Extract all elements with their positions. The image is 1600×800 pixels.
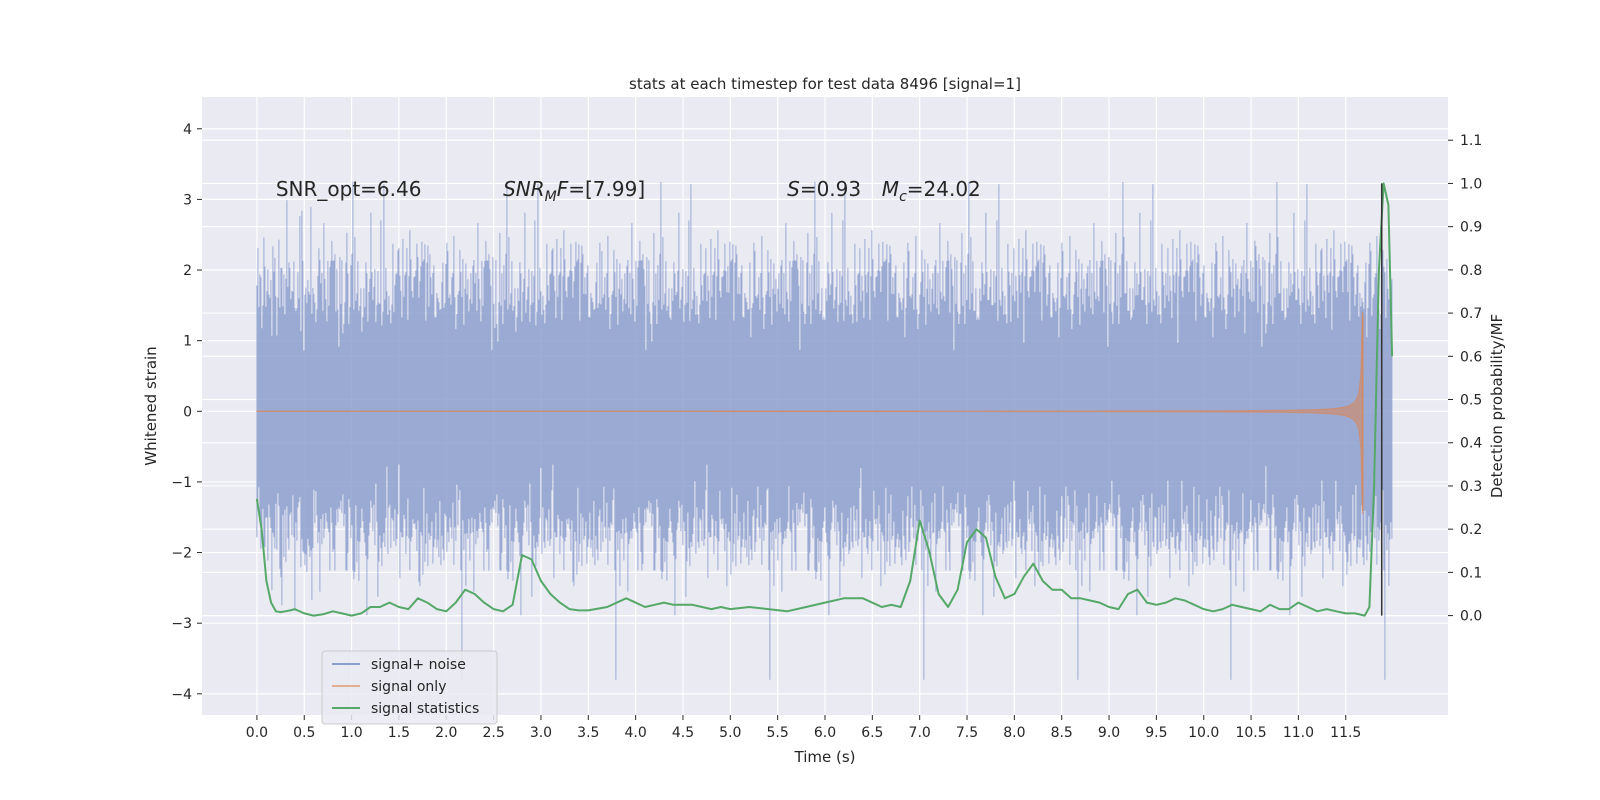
x-tick-label: 10.0 <box>1188 725 1219 741</box>
y-right-tick-label: 0.6 <box>1460 349 1482 365</box>
y-left-axis-ticks: 4 3 2 1 0 −1 −2 −3 −4 <box>171 122 202 703</box>
x-tick-label: 9.5 <box>1145 725 1167 741</box>
y-right-tick-label: 0.7 <box>1460 306 1482 322</box>
legend-label-signal-only: signal only <box>371 679 446 695</box>
x-tick-label: 11.0 <box>1283 725 1314 741</box>
x-tick-label: 4.0 <box>625 725 647 741</box>
x-tick-label: 6.5 <box>861 725 883 741</box>
y-right-tick-label: 0.3 <box>1460 479 1482 495</box>
y-left-tick-label: −3 <box>171 616 192 632</box>
y-left-tick-label: −1 <box>171 475 192 491</box>
y-right-tick-label: 0.9 <box>1460 220 1482 236</box>
x-tick-label: 3.0 <box>530 725 552 741</box>
x-tick-label: 4.5 <box>672 725 694 741</box>
signal-statistics-series <box>255 182 1394 617</box>
y-right-tick-label: 1.1 <box>1460 133 1482 149</box>
y-right-tick-label: 0.1 <box>1460 565 1482 581</box>
x-tick-label: 5.5 <box>767 725 789 741</box>
x-tick-label: 1.0 <box>340 725 362 741</box>
legend-label-signal-statistics: signal statistics <box>371 701 479 717</box>
annotation-snr-opt: SNR_opt=6.46 <box>276 177 422 201</box>
x-tick-label: 2.5 <box>482 725 504 741</box>
x-axis-label: Time (s) <box>794 748 856 766</box>
x-tick-label: 2.0 <box>435 725 457 741</box>
y-left-tick-label: 4 <box>183 122 192 138</box>
y-right-axis-ticks: 1.1 1.0 0.9 0.8 0.7 0.6 0.5 0.4 0.3 0.2 0.1 0.0 <box>1448 133 1482 625</box>
legend-box <box>321 650 498 725</box>
x-tick-label: 1.5 <box>388 725 410 741</box>
annotations: SNR_opt=6.46 SNRMF=[7.99] S=0.93 Mc=24.02 <box>276 177 981 205</box>
x-tick-label: 8.0 <box>1003 725 1025 741</box>
y-right-axis-label: Detection probability/MF <box>1488 314 1506 498</box>
y-right-tick-label: 0.5 <box>1460 393 1482 409</box>
x-tick-label: 6.0 <box>814 725 836 741</box>
y-left-tick-label: 3 <box>183 192 192 208</box>
x-tick-label: 5.0 <box>719 725 741 741</box>
y-left-axis-label: Whitened strain <box>142 346 160 465</box>
y-left-tick-label: −2 <box>171 546 192 562</box>
annotation-s-value: S=0.93 <box>787 177 861 201</box>
legend-label-signal-noise: signal+ noise <box>371 657 466 673</box>
x-tick-label: 7.5 <box>956 725 978 741</box>
y-left-tick-label: 0 <box>183 404 192 420</box>
y-right-tick-label: 0.0 <box>1460 609 1482 625</box>
legend: signal+ noise signal only signal statist… <box>321 650 498 725</box>
x-tick-label: 0.0 <box>246 725 268 741</box>
chart-title: stats at each timestep for test data 849… <box>629 75 1021 93</box>
x-tick-label: 9.0 <box>1098 725 1120 741</box>
x-tick-label: 11.5 <box>1330 725 1361 741</box>
y-left-tick-label: −4 <box>171 687 192 703</box>
annotation-snr-mf: SNRMF=[7.99] <box>503 177 645 205</box>
x-tick-label: 7.0 <box>909 725 931 741</box>
x-tick-label: 3.5 <box>577 725 599 741</box>
y-left-tick-label: 2 <box>183 263 192 279</box>
y-right-tick-label: 1.0 <box>1460 176 1482 192</box>
signal-only-series <box>256 311 1364 514</box>
x-tick-label: 8.5 <box>1051 725 1073 741</box>
x-tick-label: 10.5 <box>1235 725 1266 741</box>
x-tick-label: 0.5 <box>293 725 315 741</box>
x-axis-ticks: 0.0 0.5 1.0 1.5 2.0 2.5 3.0 3.5 4.0 4.5 5.0 5.5 6.0 6… <box>246 715 1361 741</box>
y-right-tick-label: 0.4 <box>1460 436 1482 452</box>
signal-statistics-line <box>255 182 1394 617</box>
y-left-tick-label: 1 <box>183 334 192 350</box>
y-right-tick-label: 0.2 <box>1460 522 1482 538</box>
y-right-tick-label: 0.8 <box>1460 263 1482 279</box>
annotation-mc-value: Mc=24.02 <box>882 177 981 205</box>
